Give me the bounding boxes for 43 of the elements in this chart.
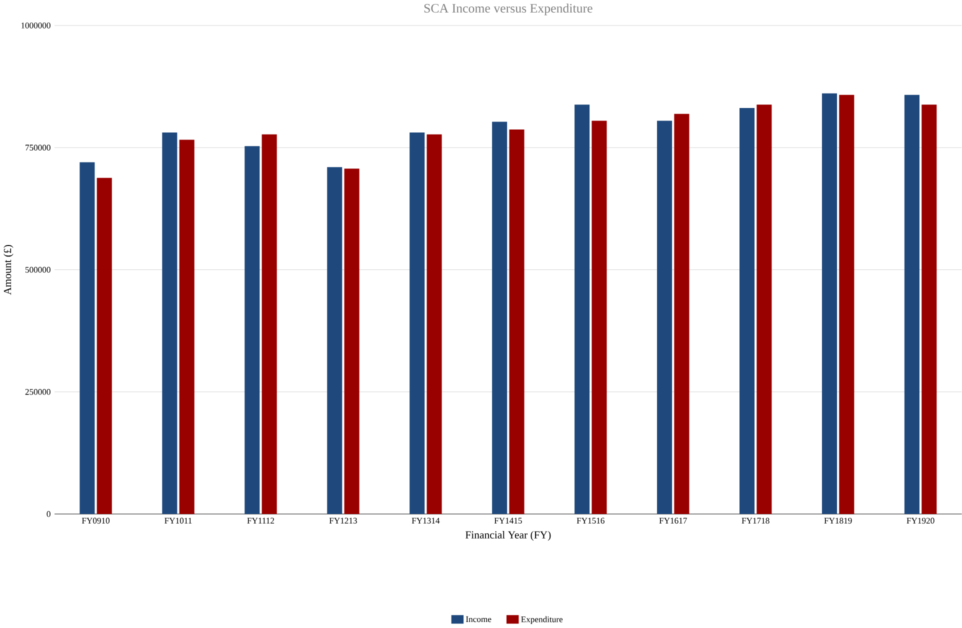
y-tick-label: 500000	[25, 266, 50, 273]
x-tick-label: FY1314	[412, 518, 440, 524]
bar	[410, 132, 425, 514]
x-tick-label: FY1516	[576, 518, 604, 524]
bar	[179, 140, 194, 514]
bar	[592, 120, 607, 514]
bar	[492, 122, 508, 514]
bar	[509, 130, 524, 514]
bar	[244, 146, 260, 514]
y-axis-title: Amount (£)	[4, 245, 14, 295]
bar	[674, 114, 690, 514]
x-tick-label: FY1415	[494, 518, 522, 524]
bar	[922, 104, 937, 514]
x-tick-label: FY1011	[164, 518, 192, 524]
bar	[162, 132, 178, 514]
bar	[822, 93, 837, 514]
x-tick-label: FY1213	[329, 518, 357, 524]
chart-title: SCA Income versus Expenditure	[424, 4, 592, 16]
x-tick-label: FY1617	[659, 518, 687, 524]
y-tick-label: 750000	[26, 144, 50, 150]
y-tick-label: 0	[46, 511, 50, 517]
bar	[839, 94, 854, 514]
bar	[327, 167, 342, 514]
bar	[80, 162, 95, 514]
bar	[904, 94, 920, 514]
x-tick-label: FY1112	[247, 518, 274, 524]
y-tick-label: 1000000	[21, 22, 50, 28]
x-axis-title: Financial Year (FY)	[465, 530, 551, 541]
bar	[426, 134, 442, 514]
x-tick-label: FY1718	[742, 518, 770, 524]
bar	[344, 168, 360, 514]
y-tick-label: 250000	[25, 388, 50, 395]
bar	[756, 104, 772, 514]
x-tick-label: FY1920	[906, 518, 934, 524]
bar	[96, 178, 112, 514]
bar	[657, 120, 672, 514]
bar	[574, 104, 590, 514]
x-tick-label: FY0910	[82, 518, 110, 524]
x-tick-label: FY1819	[824, 518, 852, 524]
legend-label: Income	[466, 616, 492, 622]
bar	[262, 134, 277, 514]
legend-label: Expenditure	[521, 616, 563, 624]
bar	[739, 108, 755, 514]
